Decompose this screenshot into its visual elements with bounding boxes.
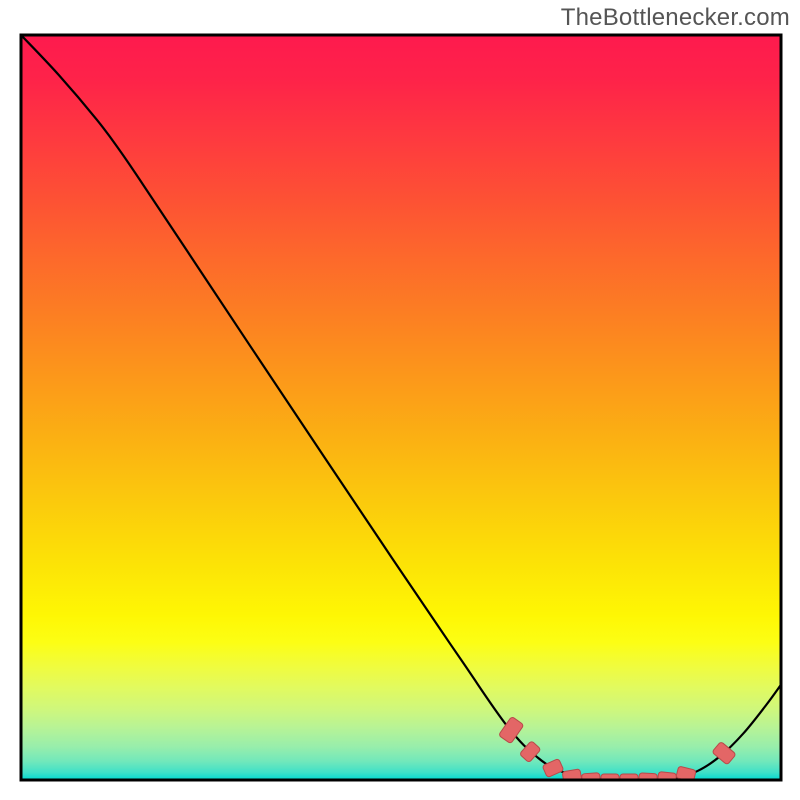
curve-marker [562, 769, 582, 784]
gradient-background [21, 35, 781, 780]
chart-svg [0, 0, 800, 800]
chart-container: TheBottlenecker.com [0, 0, 800, 800]
watermark-label: TheBottlenecker.com [561, 4, 790, 32]
